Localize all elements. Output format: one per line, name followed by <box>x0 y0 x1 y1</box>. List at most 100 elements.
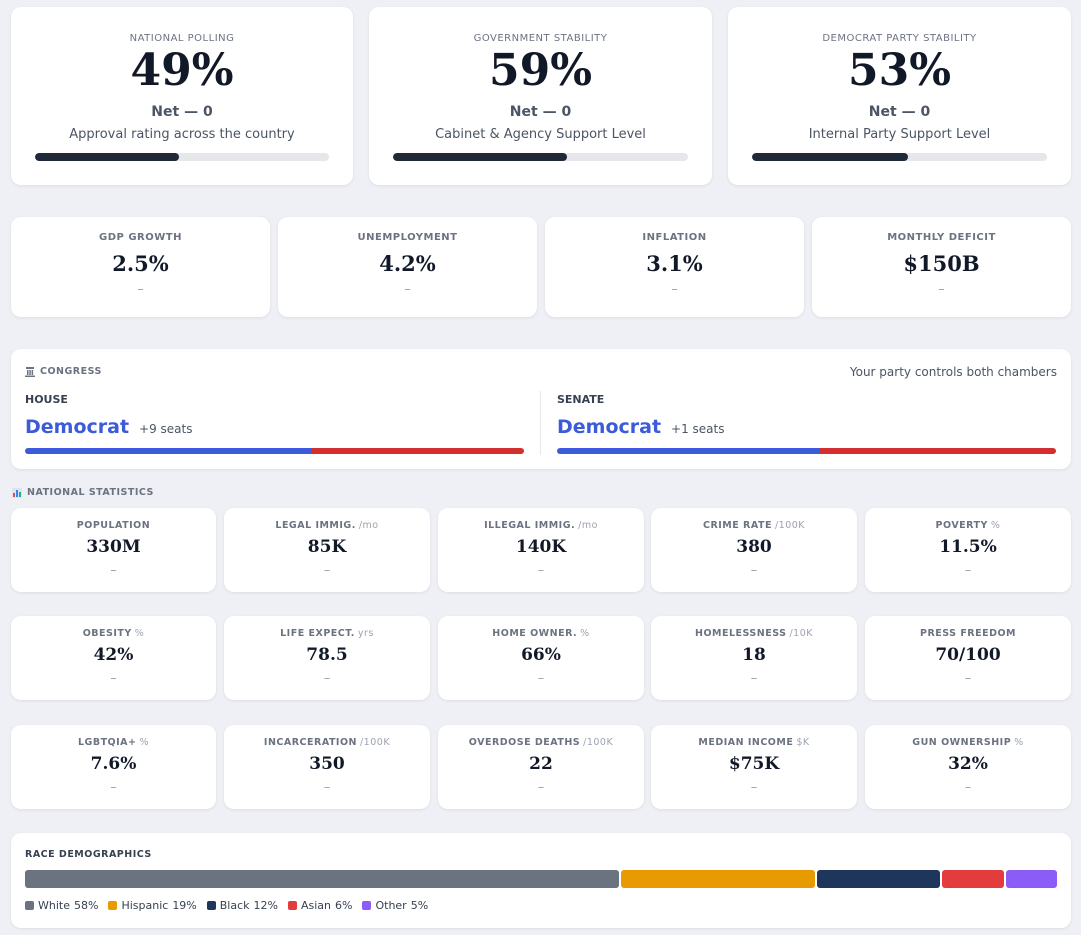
kpi-title: GOVERNMENT STABILITY <box>473 33 608 44</box>
race-segment <box>620 870 816 888</box>
stat-name: ILLEGAL IMMIG. <box>484 520 576 531</box>
chart-icon <box>12 487 22 498</box>
legend-item: Hispanic 19% <box>108 899 197 912</box>
stat-card: HOME OWNER.% 66% – <box>438 616 644 700</box>
stat-value: 11.5% <box>939 537 997 557</box>
stat-change: – <box>964 671 972 686</box>
stat-value: 330M <box>86 537 141 557</box>
stat-title: POVERTY% <box>865 520 1071 531</box>
stat-card: INCARCERATION/100K 350 – <box>224 725 430 809</box>
kpi-card: DEMOCRAT PARTY STABILITY 53% Net — 0 Intern… <box>728 7 1071 185</box>
economy-card: GDP GROWTH 2.5% – <box>11 217 270 317</box>
race-segment <box>817 870 941 888</box>
stat-card: POPULATION 330M – <box>11 508 216 592</box>
chamber-name: SENATE <box>557 393 605 406</box>
congress-status: Your party controls both chambers <box>849 365 1057 379</box>
stat-card: CRIME RATE/100K 380– <box>651 508 857 592</box>
progress-fill <box>35 153 180 161</box>
stat-change: – <box>964 563 972 578</box>
legend-name: Hispanic <box>121 899 169 912</box>
stat-card: LIFE EXPECT. yrs 78.5 – <box>224 616 430 700</box>
republican-share <box>311 448 524 454</box>
economy-value: 2.5% <box>112 251 169 276</box>
stat-value: 22 <box>529 754 553 774</box>
stat-title: ILLEGAL IMMIG./mo <box>438 520 644 531</box>
stat-card: ILLEGAL IMMIG./mo 140K – <box>438 508 644 592</box>
kpi-title: NATIONAL POLLING <box>129 33 235 44</box>
stat-change: – <box>323 671 331 686</box>
stat-title: INCARCERATION/100K <box>224 737 430 748</box>
legend-value: 19% <box>172 899 197 912</box>
stat-value: 350 <box>309 754 345 774</box>
economy-card: MONTHLY DEFICIT $150B – <box>812 217 1071 317</box>
stat-title: OVERDOSE DEATHS/100K <box>438 737 644 748</box>
legend-name: Other <box>375 899 407 912</box>
stat-name: OBESITY <box>82 628 132 639</box>
kpi-card: GOVERNMENT STABILITY 59% Net — 0 Cabinet & … <box>369 7 712 185</box>
stat-value: 32% <box>948 754 988 774</box>
stat-unit: /100K <box>359 737 391 748</box>
stat-change: – <box>537 563 545 578</box>
republican-share <box>818 448 1056 454</box>
stat-change: – <box>750 671 758 686</box>
stat-change: – <box>964 780 972 795</box>
stat-unit: /10K <box>789 628 813 639</box>
economy-change: – <box>671 282 678 297</box>
seat-bar <box>557 448 1056 454</box>
stat-name: OVERDOSE DEATHS <box>468 737 581 748</box>
legend-name: White <box>38 899 70 912</box>
stat-title: PRESS FREEDOM <box>865 628 1071 639</box>
economy-change: – <box>137 282 144 297</box>
race-legend: White 58% Hispanic 19% Black 12% Asian 6% Other 5… <box>25 899 428 912</box>
stat-change: – <box>750 780 758 795</box>
stat-card: PRESS FREEDOM 70/100 – <box>865 616 1071 700</box>
stat-name: LIFE EXPECT. <box>280 628 355 639</box>
stat-title: GUN OWNERSHIP% <box>865 737 1071 748</box>
legend-value: 58% <box>74 899 99 912</box>
stat-value: $75K <box>728 754 780 774</box>
stat-value: 7.6% <box>90 754 137 774</box>
economy-title: INFLATION <box>642 232 707 243</box>
kpi-subtitle: Cabinet & Agency Support Level <box>435 127 646 142</box>
stat-unit: /mo <box>578 520 598 531</box>
party-name: Democrat <box>557 416 662 438</box>
economy-change: – <box>404 282 411 297</box>
stat-card: LGBTQIA+% 7.6% – <box>11 725 216 809</box>
economy-change: – <box>938 282 945 297</box>
stat-name: LGBTQIA+ <box>77 737 137 748</box>
section-header: CONGRESS <box>25 366 102 377</box>
stat-name: GUN OWNERSHIP <box>912 737 1012 748</box>
kpi-title: DEMOCRAT PARTY STABILITY <box>822 33 977 44</box>
stat-value: 42% <box>93 645 134 665</box>
kpi-value: 59% <box>488 45 593 96</box>
legend-value: 6% <box>335 899 353 912</box>
stat-title: MEDIAN INCOME $K <box>651 737 857 748</box>
kpi-card: NATIONAL POLLING 49% Net — 0 Approval ratin… <box>11 7 353 185</box>
party-name: Democrat <box>25 416 130 438</box>
legend-value: 12% <box>253 899 278 912</box>
stat-card: OBESITY% 42% – <box>11 616 216 700</box>
stat-name: POPULATION <box>76 520 151 531</box>
economy-title: MONTHLY DEFICIT <box>887 232 996 243</box>
kpi-value: 49% <box>130 45 234 96</box>
section-header: NATIONAL STATISTICS <box>12 487 154 498</box>
stat-change: – <box>110 671 117 686</box>
stat-title: LGBTQIA+% <box>11 737 216 748</box>
stat-card: GUN OWNERSHIP% 32% – <box>865 725 1071 809</box>
seat-change: +1 seats <box>671 422 725 436</box>
stat-unit: % <box>580 628 590 639</box>
chamber: HOUSE Democrat +9 seats <box>25 393 524 454</box>
seat-bar <box>25 448 524 454</box>
stat-change: – <box>110 563 117 578</box>
stat-name: POVERTY <box>935 520 988 531</box>
stat-card: LEGAL IMMIG./mo 85K – <box>224 508 430 592</box>
stat-unit: $K <box>796 737 810 748</box>
stat-unit: % <box>134 628 145 639</box>
democrat-share <box>557 448 819 454</box>
stat-card: HOMELESSNESS/10K 18 – <box>651 616 857 700</box>
stat-unit: /100K <box>774 520 806 531</box>
kpi-subtitle: Approval rating across the country <box>69 127 295 142</box>
progress-track <box>393 153 688 161</box>
progress-track <box>35 153 329 161</box>
